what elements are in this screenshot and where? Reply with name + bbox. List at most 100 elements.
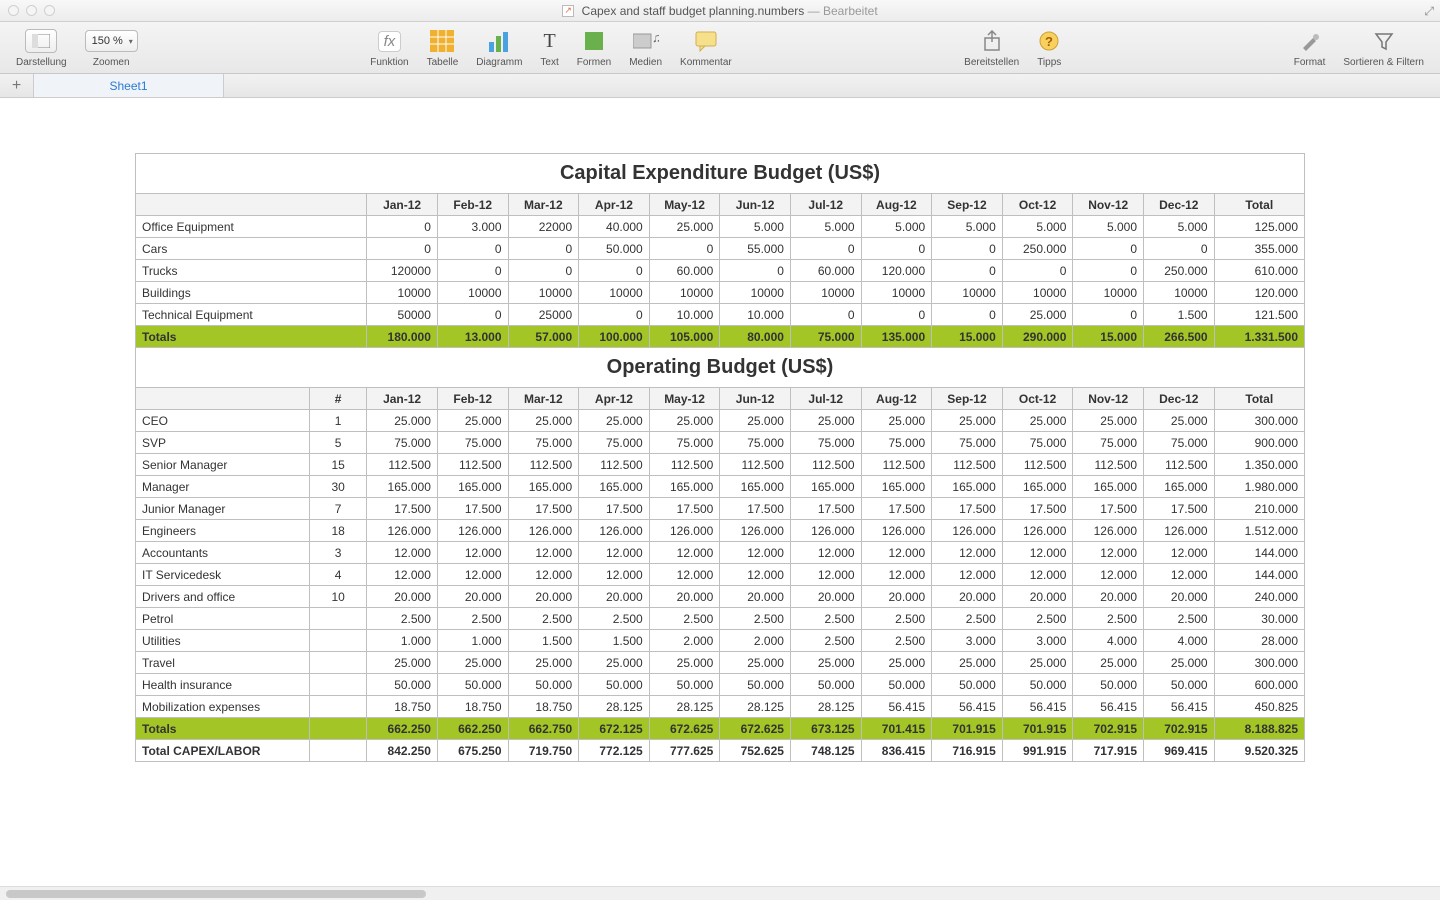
cell[interactable]: 12.000 (720, 542, 791, 564)
cell[interactable]: Feb-12 (437, 388, 508, 410)
cell[interactable]: Nov-12 (1073, 194, 1144, 216)
cell[interactable]: 10000 (367, 282, 438, 304)
cell[interactable]: 12.000 (790, 542, 861, 564)
cell[interactable]: Apr-12 (579, 388, 650, 410)
cell[interactable]: 25.000 (579, 652, 650, 674)
cell[interactable]: 250.000 (1144, 260, 1215, 282)
cell[interactable]: 112.500 (367, 454, 438, 476)
cell[interactable]: 2.500 (720, 608, 791, 630)
cell[interactable]: 5.000 (790, 216, 861, 238)
cell[interactable]: 5.000 (861, 216, 932, 238)
cell[interactable]: 0 (790, 238, 861, 260)
cell[interactable]: 0 (790, 304, 861, 326)
cell[interactable]: 50.000 (649, 674, 720, 696)
cell[interactable]: 10.000 (720, 304, 791, 326)
cell[interactable]: 20.000 (649, 586, 720, 608)
cell[interactable]: 55.000 (720, 238, 791, 260)
cell[interactable]: 0 (367, 216, 438, 238)
cell[interactable]: 50.000 (861, 674, 932, 696)
cell[interactable] (309, 740, 366, 762)
cell[interactable]: 50.000 (720, 674, 791, 696)
toolbar-function[interactable]: fx Funktion (364, 26, 414, 68)
cell[interactable]: 12.000 (367, 542, 438, 564)
cell[interactable]: 717.915 (1073, 740, 1144, 762)
cell[interactable]: 5.000 (720, 216, 791, 238)
cell[interactable]: 2.500 (932, 608, 1003, 630)
cell[interactable]: 290.000 (1002, 326, 1073, 348)
cell[interactable]: Petrol (136, 608, 310, 630)
cell[interactable]: Totals (136, 718, 310, 740)
cell[interactable]: 662.250 (367, 718, 438, 740)
cell[interactable]: 12.000 (1073, 542, 1144, 564)
cell[interactable]: 0 (367, 238, 438, 260)
cell[interactable]: Aug-12 (861, 194, 932, 216)
cell[interactable]: 10000 (861, 282, 932, 304)
cell[interactable]: 56.415 (932, 696, 1003, 718)
cell[interactable]: 10000 (508, 282, 579, 304)
cell[interactable]: 355.000 (1214, 238, 1304, 260)
cell[interactable]: 12.000 (932, 564, 1003, 586)
cell[interactable]: 180.000 (367, 326, 438, 348)
cell[interactable]: Junior Manager (136, 498, 310, 520)
cell[interactable]: 17.500 (932, 498, 1003, 520)
cell[interactable]: 1.331.500 (1214, 326, 1304, 348)
cell[interactable]: 5.000 (932, 216, 1003, 238)
cell[interactable]: 748.125 (790, 740, 861, 762)
cell[interactable]: 75.000 (790, 326, 861, 348)
cell[interactable]: 2.500 (508, 608, 579, 630)
cell[interactable]: 842.250 (367, 740, 438, 762)
cell[interactable]: 75.000 (720, 432, 791, 454)
cell[interactable]: 126.000 (932, 520, 1003, 542)
cell[interactable]: Jan-12 (367, 388, 438, 410)
cell[interactable]: 772.125 (579, 740, 650, 762)
cell[interactable]: 20.000 (437, 586, 508, 608)
cell[interactable]: 2.500 (790, 608, 861, 630)
cell[interactable]: 10000 (579, 282, 650, 304)
cell[interactable]: 80.000 (720, 326, 791, 348)
cell[interactable]: 3.000 (437, 216, 508, 238)
cell[interactable]: 57.000 (508, 326, 579, 348)
cell[interactable]: 702.915 (1073, 718, 1144, 740)
cell[interactable]: 1.500 (508, 630, 579, 652)
cell[interactable]: 12.000 (1002, 564, 1073, 586)
cell[interactable]: 50.000 (790, 674, 861, 696)
add-sheet-button[interactable]: + (0, 74, 34, 97)
cell[interactable]: 17.500 (861, 498, 932, 520)
cell[interactable]: Dec-12 (1144, 194, 1215, 216)
cell[interactable]: 18.750 (437, 696, 508, 718)
cell[interactable]: 40.000 (579, 216, 650, 238)
cell[interactable]: 60.000 (649, 260, 720, 282)
cell[interactable]: 2.500 (367, 608, 438, 630)
cell[interactable]: 25.000 (437, 652, 508, 674)
cell[interactable]: 126.000 (790, 520, 861, 542)
cell[interactable]: 112.500 (790, 454, 861, 476)
cell[interactable]: 25.000 (367, 652, 438, 674)
cell[interactable] (309, 718, 366, 740)
cell[interactable]: 18.750 (367, 696, 438, 718)
cell[interactable]: 266.500 (1144, 326, 1215, 348)
cell[interactable]: May-12 (649, 388, 720, 410)
cell[interactable]: 0 (932, 260, 1003, 282)
zoom-window-button[interactable] (44, 5, 55, 16)
cell[interactable]: 662.750 (508, 718, 579, 740)
cell[interactable]: 60.000 (790, 260, 861, 282)
cell[interactable]: 0 (437, 304, 508, 326)
cell[interactable] (309, 674, 366, 696)
cell[interactable]: 75.000 (861, 432, 932, 454)
spreadsheet-canvas[interactable]: Capital Expenditure Budget (US$)Jan-12Fe… (0, 98, 1440, 886)
cell[interactable]: 701.915 (1002, 718, 1073, 740)
cell[interactable]: Sep-12 (932, 194, 1003, 216)
cell[interactable]: 17.500 (1002, 498, 1073, 520)
cell[interactable]: 1.350.000 (1214, 454, 1304, 476)
cell[interactable]: 15.000 (1073, 326, 1144, 348)
cell[interactable]: 165.000 (720, 476, 791, 498)
cell[interactable]: SVP (136, 432, 310, 454)
cell[interactable]: 12.000 (437, 564, 508, 586)
cell[interactable]: 2.500 (579, 608, 650, 630)
cell[interactable]: 75.000 (932, 432, 1003, 454)
cell[interactable]: Nov-12 (1073, 388, 1144, 410)
cell[interactable]: 2.000 (649, 630, 720, 652)
cell[interactable]: 126.000 (437, 520, 508, 542)
cell[interactable]: 0 (932, 238, 1003, 260)
cell[interactable]: 0 (649, 238, 720, 260)
